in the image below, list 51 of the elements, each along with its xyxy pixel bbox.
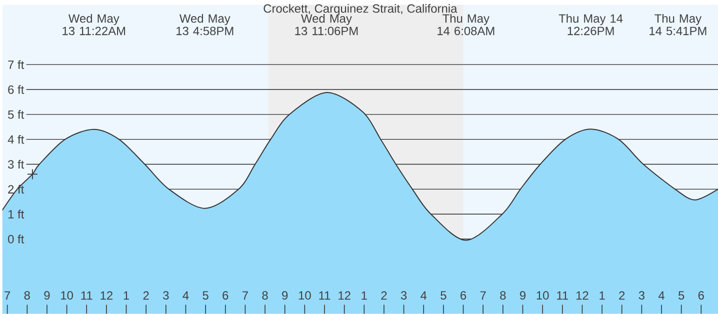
x-tick-label: 11 bbox=[81, 291, 92, 300]
x-tick-label: 3 bbox=[400, 291, 407, 300]
x-tick-label: 9 bbox=[282, 291, 288, 300]
y-tick-label: 4 ft bbox=[8, 134, 24, 144]
x-tick-label: 5 bbox=[678, 291, 684, 300]
y-tick-label: 2 ft bbox=[8, 184, 24, 194]
annotation: Thu May 14 12:26PM bbox=[558, 14, 623, 36]
y-tick-label: 0 ft bbox=[8, 234, 24, 244]
x-tick-label: 7 bbox=[480, 291, 486, 300]
x-tick-label: 8 bbox=[24, 291, 30, 300]
x-tick-label: 1 bbox=[600, 291, 605, 300]
annotation: Thu May 14 6:08AM bbox=[438, 14, 494, 36]
x-tick-label: 6 bbox=[460, 291, 466, 300]
x-tick-label: 8 bbox=[262, 291, 268, 300]
x-tick-label: 3 bbox=[638, 291, 644, 300]
annotation: Wed May 13 11:06PM bbox=[295, 14, 358, 36]
x-tick-label: 2 bbox=[619, 291, 625, 300]
x-tick-label: 1 bbox=[124, 291, 130, 300]
x-tick-label: 3 bbox=[163, 291, 169, 300]
y-tick-label: 1 ft bbox=[8, 210, 24, 218]
x-tick-label: 12 bbox=[576, 291, 588, 300]
x-tick-label: 7 bbox=[242, 291, 248, 300]
x-tick-label: 7 bbox=[4, 291, 10, 300]
x-tick-label: 9 bbox=[520, 291, 526, 300]
x-tick-label: 1 bbox=[362, 291, 367, 300]
x-tick-label: 10 bbox=[298, 291, 311, 300]
y-tick-label: 3 ft bbox=[8, 160, 24, 169]
x-tick-label: 12 bbox=[100, 291, 112, 300]
x-tick-label: 11 bbox=[557, 291, 568, 300]
annotation: Wed May 13 4:58PM bbox=[176, 14, 234, 36]
x-tick-label: 5 bbox=[202, 291, 208, 300]
y-tick-label: 6 ft bbox=[8, 85, 24, 94]
chart-title: Crockett, Carquinez Strait, California bbox=[264, 4, 458, 16]
x-tick-label: 9 bbox=[44, 291, 50, 300]
annotation: Thu May 14 5:41PM bbox=[650, 14, 706, 36]
x-tick-label: 6 bbox=[222, 291, 228, 300]
x-tick-label: 2 bbox=[143, 291, 149, 300]
x-tick-label: 4 bbox=[182, 291, 189, 300]
x-tick-label: 4 bbox=[420, 291, 427, 300]
x-tick-label: 6 bbox=[698, 291, 704, 300]
x-tick-label: 8 bbox=[500, 291, 506, 300]
x-tick-label: 10 bbox=[61, 291, 73, 300]
x-tick-label: 10 bbox=[536, 291, 549, 300]
annotation: Wed May 13 11:22AM bbox=[62, 14, 126, 36]
x-tick-label: 11 bbox=[319, 291, 330, 300]
y-tick-label: 5 ft bbox=[8, 110, 24, 119]
x-tick-label: 2 bbox=[381, 291, 387, 300]
y-tick-label: 7 ft bbox=[8, 60, 24, 69]
x-tick-label: 12 bbox=[338, 291, 350, 300]
x-tick-label: 5 bbox=[440, 291, 446, 300]
x-tick-label: 4 bbox=[658, 291, 664, 300]
